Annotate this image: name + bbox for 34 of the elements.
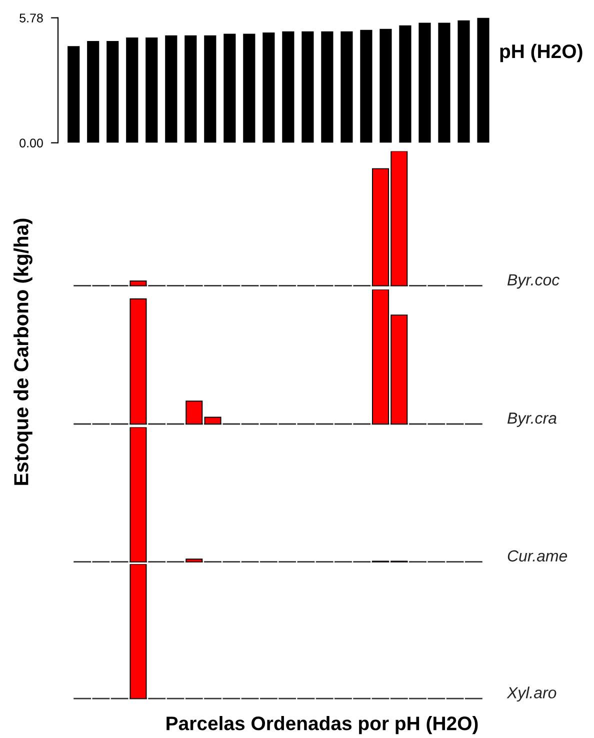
y-axis-title: Cur.ame	[508, 550, 568, 562]
bar	[282, 31, 294, 143]
y-axis-title: Xyl.aro	[506, 686, 556, 702]
bar	[340, 31, 353, 143]
y-tick-label: 5.78	[20, 14, 43, 22]
y-axis-title: Byr.cra	[507, 412, 556, 427]
x-axis-title: Parcelas Ordenadas por pH (H2O)	[166, 716, 478, 734]
bar	[146, 37, 158, 143]
bar	[321, 31, 334, 143]
bar	[165, 35, 178, 143]
text: Estoque de Carbono (kg/ha)	[14, 218, 32, 485]
bar	[438, 22, 450, 143]
bar	[204, 35, 216, 143]
y-axis-title: Byr.coc	[507, 274, 560, 289]
bar	[477, 18, 490, 143]
bar	[302, 31, 314, 143]
bar	[262, 32, 275, 143]
bar	[130, 298, 147, 424]
bar	[184, 35, 197, 143]
bar	[87, 40, 100, 143]
bar	[399, 25, 412, 143]
text: pH (H2O)	[500, 44, 582, 62]
bar	[106, 40, 119, 143]
bar	[68, 46, 80, 143]
y-tick-label: 0.00	[20, 138, 43, 148]
bar	[418, 22, 431, 143]
bar	[126, 37, 138, 143]
bar	[186, 400, 203, 424]
bar	[458, 20, 470, 143]
bar	[360, 30, 372, 143]
bar	[224, 34, 236, 143]
bar	[204, 416, 222, 424]
bar	[380, 28, 392, 143]
bar	[243, 34, 256, 143]
